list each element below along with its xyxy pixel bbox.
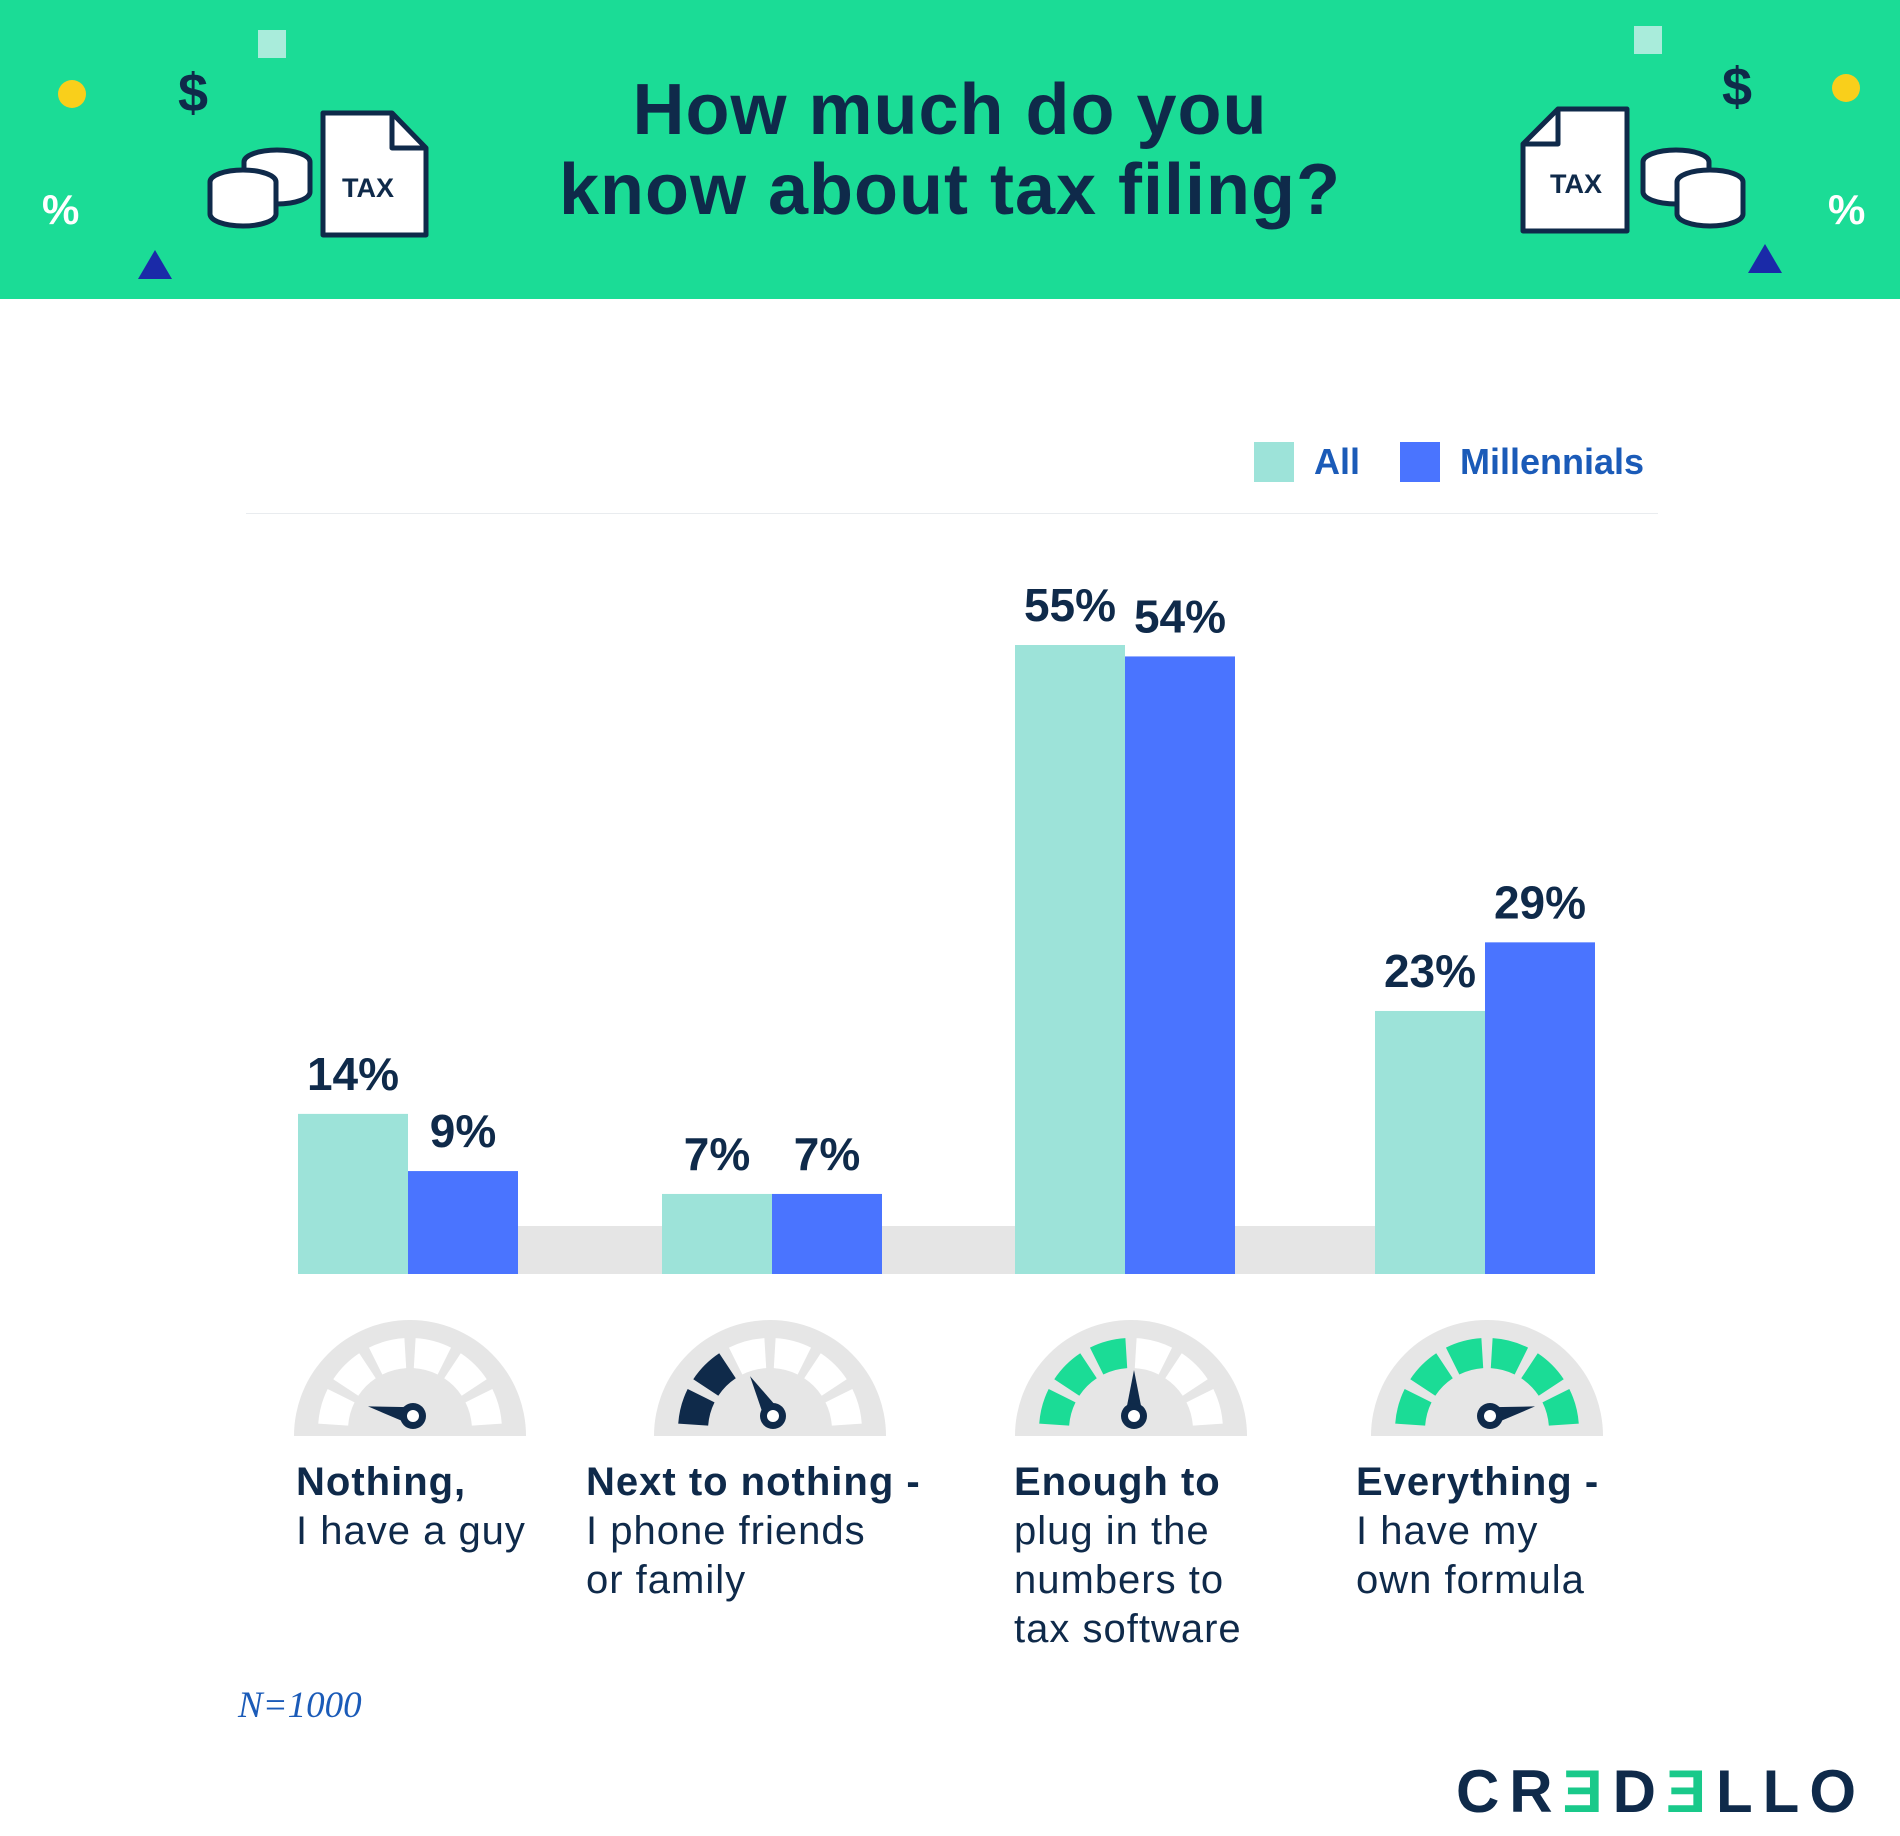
logo-part: Ǝ (1562, 1758, 1613, 1825)
percent-sign-icon: % (42, 186, 80, 233)
gauge-segment (825, 1388, 862, 1426)
gauge-segment (413, 1338, 452, 1375)
bar-value-label: 23% (1384, 945, 1476, 997)
tax-document-icon (320, 110, 429, 238)
legend-divider (246, 513, 1658, 514)
bar-all-2 (662, 1193, 772, 1274)
gauge-segment (1186, 1388, 1223, 1426)
gauge-segment (804, 1353, 847, 1396)
legend-label-all: All (1314, 441, 1361, 482)
gauge-segment (773, 1338, 812, 1375)
category-lead: Enough to (1014, 1460, 1221, 1504)
dollar-sign-icon: $ (178, 63, 209, 123)
category-lead: Next to nothing - (586, 1460, 921, 1504)
gauge-segment (318, 1388, 355, 1426)
logo-part: CR (1455, 1758, 1563, 1825)
gauge-segment (1089, 1338, 1128, 1375)
bar-value-label: 7% (794, 1128, 860, 1180)
bar-millennials-4 (1485, 942, 1595, 1274)
bar-value-label: 7% (684, 1128, 750, 1180)
gauge-segment (368, 1338, 407, 1375)
gauge-segment (1165, 1353, 1208, 1396)
gauge-hub-center (1128, 1410, 1140, 1422)
tax-document-label: TAX (342, 173, 394, 203)
square-decoration (1634, 26, 1662, 54)
category-label-enough: Enough to plug in the numbers to tax sof… (1014, 1458, 1334, 1654)
gauge-segment (1445, 1338, 1484, 1375)
category-detail: plug in the numbers to tax software (1014, 1509, 1242, 1651)
logo-part: D (1612, 1758, 1666, 1825)
bar-value-label: 14% (307, 1048, 399, 1100)
logo-part: LLO (1716, 1758, 1866, 1825)
tax-document-icon (1520, 106, 1630, 234)
sample-size-note: N=1000 (238, 1685, 362, 1726)
gauge-segment (465, 1388, 502, 1426)
bar-value-label: 29% (1494, 876, 1586, 928)
bar-all-3 (1015, 645, 1125, 1274)
gauge-segment (1039, 1388, 1076, 1426)
bar-all-1 (298, 1113, 408, 1274)
coin-stack-icon (207, 147, 313, 229)
gauge-segment (1490, 1338, 1529, 1375)
gauge-hub-center (1484, 1410, 1496, 1422)
gauge-segment (728, 1338, 767, 1375)
legend-label-millennials: Millennials (1460, 441, 1645, 482)
square-decoration (258, 30, 286, 58)
category-detail: I phone friends or family (586, 1509, 866, 1602)
dollar-sign-icon: $ (1722, 57, 1753, 117)
title-line-2: know about tax filing? (559, 150, 1341, 230)
gauge-segment (1542, 1388, 1579, 1426)
gauge-segment (1410, 1353, 1453, 1396)
gauge-segment (1395, 1388, 1432, 1426)
tax-document-label: TAX (1550, 169, 1602, 199)
gauge-segment (678, 1388, 715, 1426)
bar-millennials-2 (772, 1193, 882, 1274)
bar-millennials-1 (408, 1171, 518, 1274)
bar-value-label: 9% (430, 1105, 496, 1157)
triangle-decoration (1748, 244, 1782, 273)
gauge-segment (1134, 1338, 1173, 1375)
triangle-decoration (138, 250, 172, 279)
category-lead: Nothing, (296, 1460, 467, 1504)
category-lead: Everything - (1356, 1460, 1600, 1504)
bar-value-label: 54% (1134, 590, 1226, 642)
category-label-next-to-nothing: Next to nothing - I phone friends or fam… (586, 1458, 966, 1605)
gauge-segment (333, 1353, 376, 1396)
title-line-1: How much do you (632, 70, 1268, 150)
percent-sign-icon: % (1828, 186, 1866, 233)
yellow-dot-decoration (1832, 74, 1860, 102)
gauge-segment (693, 1353, 736, 1396)
gauge-hub-center (407, 1410, 419, 1422)
bar-all-4 (1375, 1010, 1485, 1274)
yellow-dot-decoration (58, 80, 86, 108)
legend-swatch-millennials (1400, 442, 1440, 482)
coin-stack-icon (1640, 147, 1746, 229)
logo-part: Ǝ (1665, 1758, 1717, 1825)
gauge-segment (444, 1353, 487, 1396)
page-title: How much do you know about tax filing? (450, 70, 1450, 230)
header-banner: How much do you know about tax filing? $… (0, 0, 1900, 299)
credello-logo: CRƎDƎLLO (1456, 1762, 1866, 1822)
bar-value-label: 55% (1024, 579, 1116, 631)
gauge-segment (1054, 1353, 1097, 1396)
category-detail: I have my own formula (1356, 1509, 1585, 1602)
gauge-segment (1521, 1353, 1564, 1396)
gauge-hub-center (767, 1410, 779, 1422)
category-label-everything: Everything - I have my own formula (1356, 1458, 1696, 1605)
chart-legend: All Millennials (1250, 440, 1670, 490)
category-label-nothing: Nothing, I have a guy (296, 1458, 596, 1556)
bar-millennials-3 (1125, 656, 1235, 1274)
legend-swatch-all (1254, 442, 1294, 482)
category-detail: I have a guy (296, 1509, 526, 1553)
